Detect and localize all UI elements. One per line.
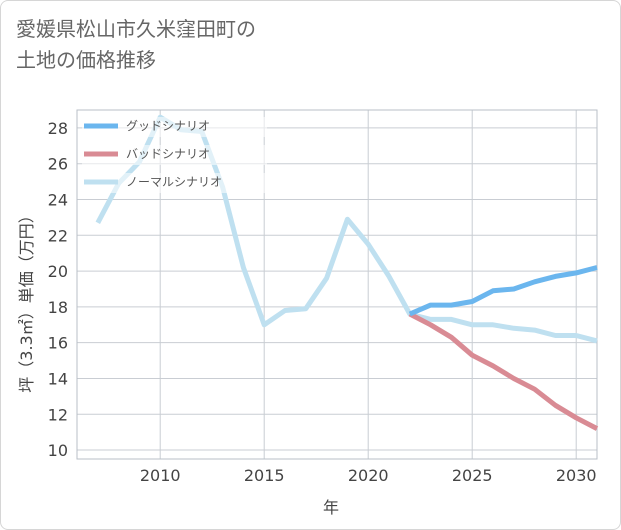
y-tick-label: 24 xyxy=(48,190,68,209)
y-tick-label: 28 xyxy=(48,119,68,138)
y-tick-label: 16 xyxy=(48,334,68,353)
legend-label: グッドシナリオ xyxy=(126,119,210,133)
legend-label: バッドシナリオ xyxy=(126,147,210,161)
y-tick-label: 20 xyxy=(48,262,68,281)
series-line-1 xyxy=(408,265,598,317)
plot-area xyxy=(76,109,598,460)
y-tick-labels: 10 12 14 16 18 20 22 24 26 28 xyxy=(48,119,68,460)
chart-title: 愛媛県松山市久米窪田町の 土地の価格推移 xyxy=(16,14,256,76)
series-line-2 xyxy=(408,311,599,431)
x-tick-label: 2010 xyxy=(140,466,181,485)
legend-label: ノーマルシナリオ xyxy=(126,175,222,189)
title-line-2: 土地の価格推移 xyxy=(16,48,156,72)
legend-backdrop xyxy=(82,117,267,137)
x-tick-label: 2030 xyxy=(556,466,597,485)
grid-lines xyxy=(77,110,597,459)
legend-backdrop xyxy=(82,145,267,165)
y-tick-label: 14 xyxy=(48,369,68,388)
x-tick-label: 2020 xyxy=(348,466,389,485)
x-tick-labels: 2010 2015 2020 2025 2030 xyxy=(140,466,597,485)
x-tick-label: 2015 xyxy=(244,466,285,485)
y-tick-label: 12 xyxy=(48,405,68,424)
y-tick-label: 18 xyxy=(48,298,68,317)
y-axis-label: 坪（3.3㎡）単価（万円） xyxy=(17,207,36,392)
x-tick-label: 2025 xyxy=(452,466,493,485)
y-tick-label: 22 xyxy=(48,226,68,245)
title-line-1: 愛媛県松山市久米窪田町の xyxy=(16,17,256,41)
y-tick-label: 10 xyxy=(48,441,68,460)
y-tick-label: 26 xyxy=(48,155,68,174)
x-axis-label: 年 xyxy=(323,498,339,517)
legend-backdrop xyxy=(82,173,267,193)
